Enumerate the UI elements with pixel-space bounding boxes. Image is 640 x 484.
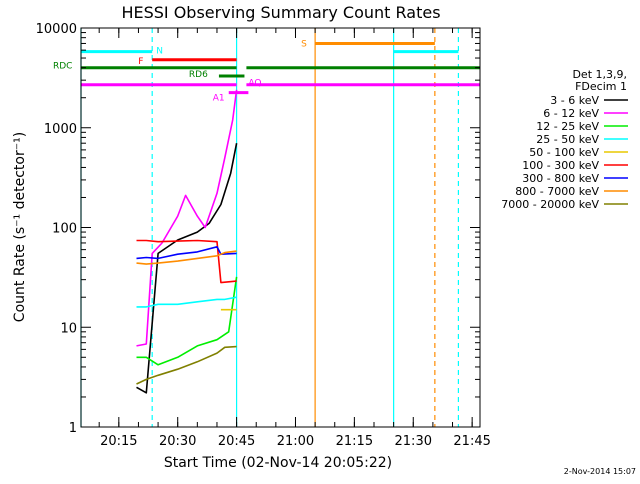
flag-s-label: S bbox=[301, 39, 307, 49]
x-tick-label: 21:30 bbox=[395, 434, 432, 449]
series-800-7000-kev bbox=[136, 250, 237, 265]
y-tick-label: 10 bbox=[60, 321, 77, 336]
x-tick-label: 20:15 bbox=[100, 434, 137, 449]
legend-label-12-25-kev: 12 - 25 keV bbox=[536, 120, 599, 133]
flag-f-label: F bbox=[138, 57, 143, 67]
legend-label-300-800-kev: 300 - 800 keV bbox=[522, 172, 599, 185]
timestamp: 2-Nov-2014 15:07 bbox=[564, 467, 636, 476]
legend-header-line: FDecim 1 bbox=[575, 80, 627, 93]
legend-label-7000-20000-kev: 7000 - 20000 keV bbox=[501, 198, 599, 211]
x-tick-label: 20:45 bbox=[218, 434, 255, 449]
y-tick-label: 10000 bbox=[36, 22, 77, 37]
axes: 1 10 100 1000 10000 20:15 20:30 20:45 21:00 21:15… bbox=[36, 22, 491, 449]
y-tick-label: 100 bbox=[52, 222, 77, 237]
legend-label-6-12-kev: 6 - 12 keV bbox=[543, 107, 599, 120]
legend-label-800-7000-kev: 800 - 7000 keV bbox=[515, 185, 599, 198]
flag-rd6-label: RD6 bbox=[189, 70, 208, 80]
series-25-50-kev bbox=[136, 296, 237, 308]
status-flags: N F RDC RD6 AQ A1 S bbox=[53, 39, 480, 104]
series-300-800-kev bbox=[136, 246, 237, 260]
flag-rdc-label: RDC bbox=[53, 62, 72, 72]
series-6-12-kev bbox=[136, 89, 238, 347]
flag-n-label: N bbox=[156, 47, 163, 57]
chart-title: HESSI Observing Summary Count Rates bbox=[121, 3, 440, 22]
data-series bbox=[136, 89, 238, 394]
y-axis-label: Count Rate (s⁻¹ detector⁻¹) bbox=[12, 132, 28, 322]
series-100-300-kev bbox=[136, 239, 237, 284]
legend-label-25-50-kev: 25 - 50 keV bbox=[536, 133, 599, 146]
x-tick-label: 21:15 bbox=[336, 434, 373, 449]
legend-label-100-300-kev: 100 - 300 keV bbox=[522, 159, 599, 172]
legend-header-line: Det 1,3,9, bbox=[572, 68, 627, 81]
legend-label-50-100-kev: 50 - 100 keV bbox=[529, 146, 599, 159]
y-tick-label: 1 bbox=[69, 421, 77, 436]
x-tick-label: 21:00 bbox=[277, 434, 314, 449]
x-tick-label: 20:30 bbox=[159, 434, 196, 449]
y-tick-label: 1000 bbox=[44, 122, 77, 137]
x-axis-label: Start Time (02-Nov-14 20:05:22) bbox=[164, 455, 392, 471]
series-12-25-kev bbox=[136, 276, 238, 366]
x-tick-label: 21:45 bbox=[453, 434, 490, 449]
series-3-6-kev bbox=[136, 143, 238, 394]
series-7000-20000-kev bbox=[136, 345, 237, 385]
flag-a1-label: A1 bbox=[213, 94, 225, 104]
legend-label-3-6-kev: 3 - 6 keV bbox=[550, 94, 599, 107]
flag-aq-label: AQ bbox=[248, 79, 261, 89]
